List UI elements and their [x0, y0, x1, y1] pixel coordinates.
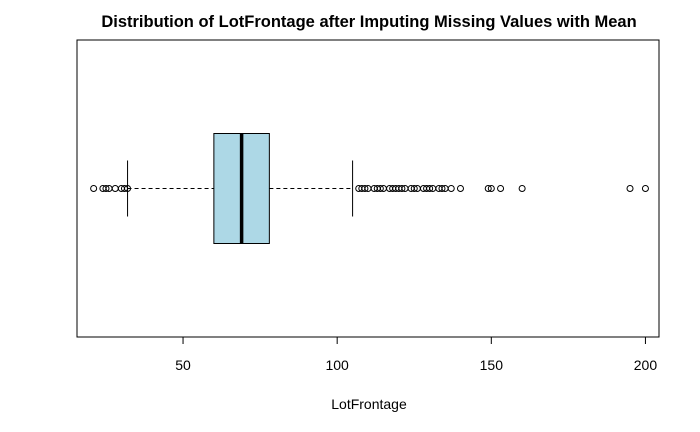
- x-tick-label: 150: [480, 357, 504, 373]
- x-tick-label: 200: [634, 357, 658, 373]
- outlier-point: [120, 185, 128, 192]
- outlier-point: [641, 185, 649, 192]
- x-tick-label: 50: [175, 357, 191, 373]
- outlier-point: [426, 185, 434, 192]
- outlier-point: [124, 185, 132, 192]
- x-axis-label: LotFrontage: [331, 396, 407, 412]
- outlier-point: [111, 185, 119, 192]
- chart-marks: [90, 133, 649, 244]
- outlier-point: [456, 185, 464, 192]
- x-axis: 50 100 150 200: [175, 336, 658, 373]
- outlier-point: [518, 185, 526, 192]
- outlier-point: [626, 185, 634, 192]
- outlier-point: [90, 185, 98, 192]
- outlier-point: [398, 185, 406, 192]
- outlier-point: [487, 185, 495, 192]
- x-tick-label: 100: [325, 357, 349, 373]
- chart-title: Distribution of LotFrontage after Imputi…: [101, 13, 636, 31]
- outlier-point: [102, 185, 110, 192]
- outlier-point: [361, 185, 369, 192]
- outlier-point: [447, 185, 455, 192]
- outlier-point: [410, 185, 418, 192]
- outlier-point: [484, 185, 492, 192]
- outlier-point: [497, 185, 505, 192]
- outlier-point: [376, 185, 384, 192]
- outlier-point: [438, 185, 446, 192]
